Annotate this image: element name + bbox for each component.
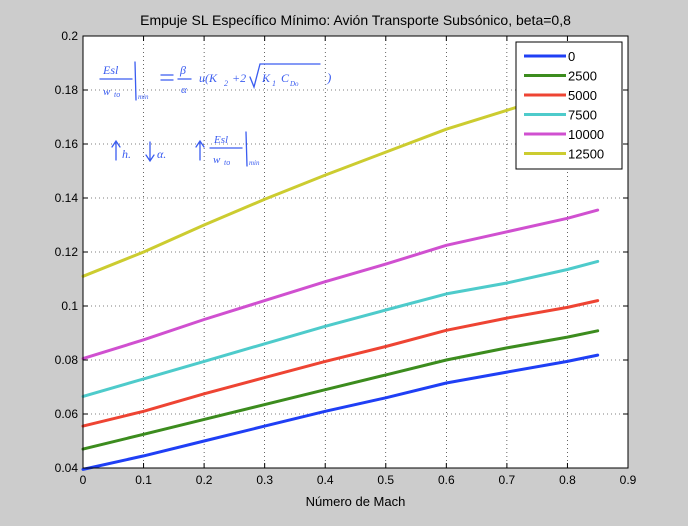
y-tick-label: 0.2 bbox=[61, 29, 78, 43]
series-line-10000 bbox=[81, 208, 600, 361]
legend-label-0: 0 bbox=[568, 49, 575, 64]
svg-text:Do: Do bbox=[289, 80, 299, 88]
x-tick-label: 0.6 bbox=[438, 473, 455, 487]
legend-box bbox=[515, 41, 623, 170]
chart-title: Empuje SL Específico Mínimo: Avión Trans… bbox=[140, 12, 571, 28]
legend-label-2500: 2500 bbox=[568, 69, 597, 84]
svg-text:K: K bbox=[261, 71, 271, 85]
svg-text:to: to bbox=[114, 90, 120, 99]
y-tick-label: 0.14 bbox=[55, 191, 79, 205]
legend-label-12500: 12500 bbox=[568, 147, 604, 162]
svg-text:β: β bbox=[179, 63, 186, 77]
svg-text:C: C bbox=[281, 71, 290, 85]
y-tick-label: 0.08 bbox=[55, 353, 79, 367]
x-axis-label: Número de Mach bbox=[306, 494, 406, 509]
svg-text:w: w bbox=[103, 86, 111, 98]
svg-text:min: min bbox=[138, 93, 149, 101]
x-tick-label: 0.5 bbox=[377, 473, 394, 487]
grid bbox=[83, 36, 628, 468]
legend-label-10000: 10000 bbox=[568, 127, 604, 142]
y-tick-label: 0.1 bbox=[61, 299, 78, 313]
series-line-0 bbox=[81, 353, 600, 471]
x-tick-label: 0.1 bbox=[135, 473, 152, 487]
series-line-7500 bbox=[81, 259, 600, 398]
x-tick-label: 0.2 bbox=[196, 473, 213, 487]
svg-text:h.: h. bbox=[122, 147, 131, 161]
y-tick-label: 0.06 bbox=[55, 407, 79, 421]
y-tick-label: 0.18 bbox=[55, 83, 79, 97]
x-tick-label: 0.4 bbox=[317, 473, 334, 487]
series-line-2500 bbox=[81, 329, 600, 451]
y-tick-label: 0.04 bbox=[55, 461, 79, 475]
x-tick-label: 0.8 bbox=[559, 473, 576, 487]
svg-text:to: to bbox=[224, 158, 230, 167]
svg-text:Esl: Esl bbox=[213, 134, 228, 146]
axis-ticks: 0 0.1 0.2 0.3 0.4 0.5 0.6 0.7 0.8 0.9 0.04 0.06 0.08… bbox=[55, 29, 637, 487]
svg-text:2: 2 bbox=[224, 79, 228, 88]
svg-text:1: 1 bbox=[272, 79, 276, 88]
svg-text:u(K: u(K bbox=[199, 71, 218, 85]
legend-label-7500: 7500 bbox=[568, 108, 597, 123]
svg-text:min: min bbox=[249, 159, 260, 167]
x-tick-label: 0.3 bbox=[256, 473, 273, 487]
svg-text:α.: α. bbox=[157, 147, 166, 161]
x-tick-label: 0.9 bbox=[620, 473, 637, 487]
y-tick-label: 0.12 bbox=[55, 245, 79, 259]
series-line-5000 bbox=[81, 299, 600, 428]
svg-text:+2: +2 bbox=[232, 71, 246, 85]
svg-text:Esl: Esl bbox=[102, 63, 119, 77]
legend-label-5000: 5000 bbox=[568, 88, 597, 103]
x-tick-label: 0.7 bbox=[499, 473, 516, 487]
x-tick-label: 0 bbox=[80, 473, 87, 487]
svg-text:w: w bbox=[213, 154, 221, 166]
svg-text:α: α bbox=[181, 84, 187, 96]
legend: 0 2500 5000 7500 10000 12500 bbox=[515, 41, 623, 170]
svg-text:): ) bbox=[326, 70, 331, 85]
y-tick-label: 0.16 bbox=[55, 137, 79, 151]
handwritten-annotation: Esl w to min β α u(K 2 +2 K 1 C Do ) h. … bbox=[99, 61, 331, 167]
